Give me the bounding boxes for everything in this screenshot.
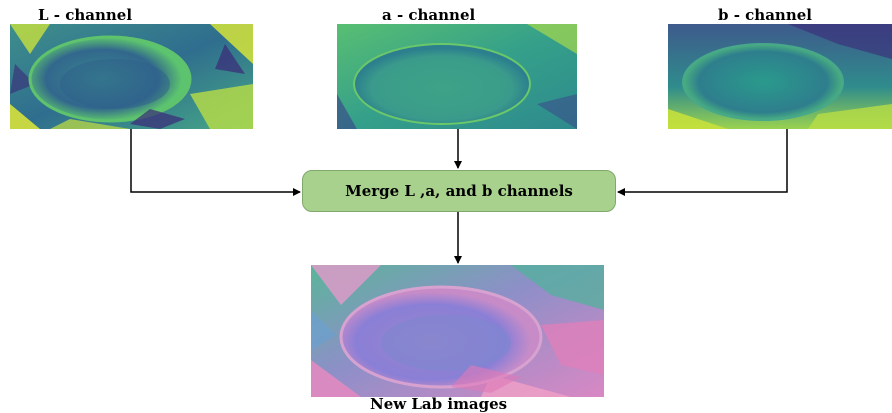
merge-channels-text: Merge L ,a, and b channels: [345, 181, 573, 200]
l-channel-label: L - channel: [38, 6, 133, 24]
b-channel-image: [668, 24, 892, 129]
l-channel-image: [10, 24, 253, 129]
a-channel-label: a - channel: [382, 6, 476, 24]
new-lab-image: [311, 265, 604, 397]
arrow-b-to-merge: [617, 129, 788, 196]
new-lab-images-caption: New Lab images: [370, 395, 508, 413]
b-channel-label: b - channel: [718, 6, 812, 24]
merge-channels-box: Merge L ,a, and b channels: [302, 170, 616, 212]
a-channel-image: [337, 24, 577, 129]
arrow-l-to-merge: [130, 129, 301, 196]
